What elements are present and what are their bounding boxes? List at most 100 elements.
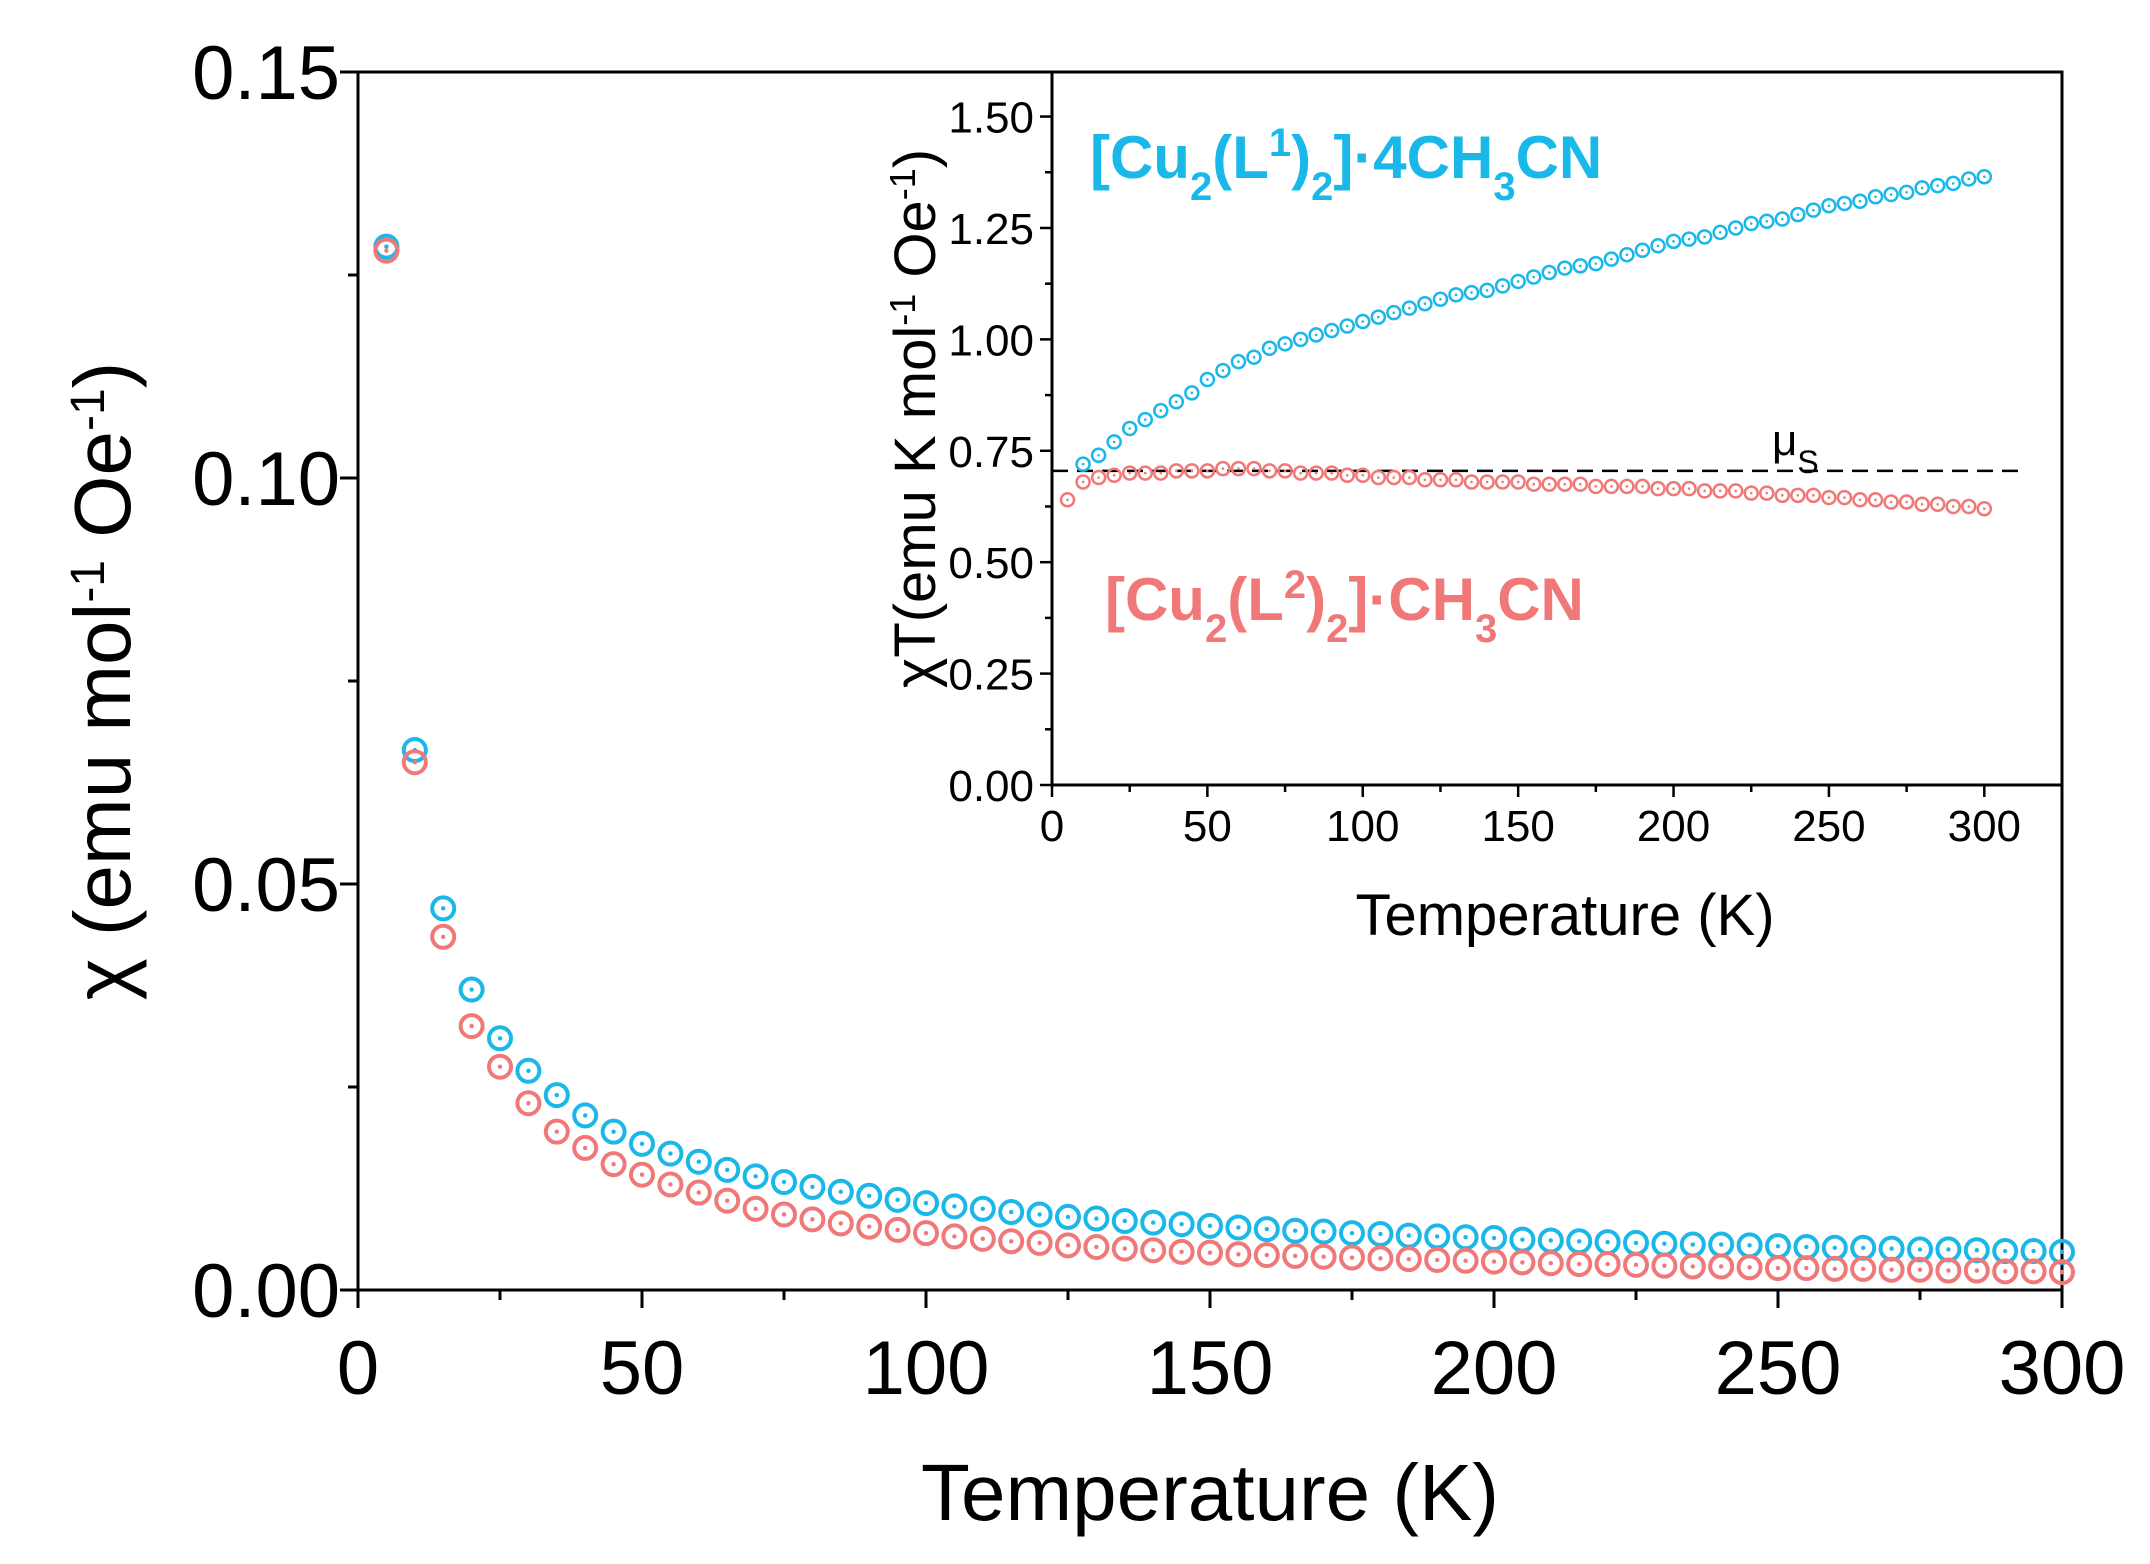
data-point-ring: [1452, 1247, 1479, 1274]
inset-data-point-ring: [1727, 220, 1744, 236]
data-point: [1821, 1255, 1848, 1282]
data-point: [657, 1171, 684, 1198]
inset-data-point-dot: [1579, 482, 1582, 486]
inset-data-point: [1246, 349, 1262, 365]
data-point-ring: [1197, 1212, 1223, 1239]
inset-data-point-dot: [1361, 320, 1365, 323]
x-tick-label: 300: [1999, 1326, 2126, 1411]
inset-data-point: [1090, 469, 1107, 486]
inset-data-point-ring: [1821, 197, 1837, 214]
data-point: [1026, 1201, 1053, 1228]
data-point-ring: [629, 1130, 655, 1157]
data-point: [1623, 1251, 1649, 1278]
inset-data-point: [1277, 463, 1293, 479]
inset-data-point-ring: [1184, 463, 1200, 479]
inset-data-point-dot: [1905, 191, 1908, 194]
inset-data-point: [1696, 229, 1713, 245]
data-point: [1594, 1229, 1621, 1256]
data-point-dot: [1804, 1265, 1809, 1271]
data-point-dot: [1236, 1225, 1241, 1230]
inset-data-point-dot: [1656, 244, 1660, 248]
data-point-ring: [401, 749, 428, 776]
data-point-ring: [600, 1118, 627, 1145]
data-point-ring: [941, 1193, 968, 1220]
inset-data-point: [1339, 318, 1355, 334]
inset-data-point-dot: [1920, 186, 1924, 190]
inset-data-point: [1619, 478, 1635, 495]
data-point-dot: [1633, 1262, 1639, 1268]
inset-data-point: [1852, 193, 1868, 209]
data-point: [1282, 1242, 1309, 1269]
y-tick-label: 0.05: [192, 843, 340, 928]
inset-data-point-dot: [1361, 473, 1365, 477]
inset-data-point-dot: [1796, 213, 1800, 216]
inset-data-point-ring: [1323, 322, 1340, 339]
data-point-dot: [1406, 1233, 1412, 1238]
inset-data-point: [1634, 242, 1651, 258]
inset-data-point-ring: [1059, 492, 1076, 508]
inset-data-point-ring: [1401, 469, 1418, 486]
inset-data-point: [1153, 402, 1169, 419]
data-point-dot: [1889, 1246, 1894, 1251]
inset-data-point-dot: [1718, 231, 1722, 234]
inset-data-point-dot: [1796, 494, 1800, 497]
inset-data-point-ring: [1961, 171, 1977, 187]
data-point-dot: [1037, 1212, 1042, 1217]
data-point-dot: [384, 244, 389, 249]
data-point-ring: [1367, 1245, 1394, 1272]
inset-data-point-dot: [1827, 496, 1831, 499]
data-point-dot: [952, 1234, 957, 1239]
inset-data-point: [1572, 476, 1589, 492]
data-point-ring: [714, 1156, 741, 1183]
inset-data-point-ring: [1898, 184, 1915, 201]
inset-data-point-dot: [1951, 182, 1955, 185]
inset-data-point-ring: [1355, 313, 1371, 330]
inset-data-point: [1184, 463, 1200, 479]
inset-data-point-ring: [1681, 480, 1697, 497]
data-point-ring: [685, 1148, 712, 1175]
inset-data-point-ring: [1153, 402, 1169, 419]
inset-data-point-dot: [1159, 471, 1163, 475]
data-point-dot: [1435, 1234, 1440, 1239]
inset-data-point-ring: [1961, 498, 1977, 515]
inset-data-point-ring: [1184, 385, 1200, 401]
data-point: [458, 1013, 485, 1040]
data-point-dot: [980, 1206, 985, 1212]
data-point: [685, 1148, 712, 1175]
data-point-dot: [1747, 1265, 1752, 1270]
inset-data-point-dot: [1563, 482, 1567, 486]
inset-data-point-ring: [1634, 478, 1651, 495]
inset-data-point-ring: [1168, 463, 1185, 479]
data-point-ring: [884, 1216, 911, 1243]
data-point-ring: [1594, 1251, 1621, 1278]
inset-data-point-ring: [1199, 463, 1216, 479]
inset-data-point: [1898, 184, 1915, 201]
inset-data-point-ring: [1137, 465, 1153, 481]
inset-data-point-dot: [1516, 480, 1520, 484]
inset-data-point-ring: [1199, 371, 1216, 388]
data-point-ring: [1992, 1258, 2019, 1285]
inset-data-point-ring: [1790, 487, 1806, 504]
inset-data-point-dot: [1625, 253, 1629, 257]
data-point: [1736, 1232, 1763, 1259]
data-point: [1793, 1255, 1820, 1282]
data-point: [430, 923, 457, 950]
inset-data-point: [1308, 465, 1324, 481]
data-point-dot: [668, 1151, 673, 1156]
y-axis-title: χ (emu mol-1 Oe-1): [58, 362, 147, 1001]
x-tick-label: 0: [337, 1326, 379, 1411]
inset-data-point-dot: [1812, 208, 1815, 212]
inset-data-point-dot: [1175, 469, 1178, 473]
data-point: [543, 1082, 570, 1109]
data-point-dot: [1463, 1235, 1468, 1240]
data-point: [1566, 1228, 1593, 1255]
data-point-ring: [1026, 1201, 1053, 1228]
inset-data-point-ring: [1665, 233, 1682, 250]
data-point: [1878, 1235, 1905, 1262]
data-point-dot: [1122, 1218, 1128, 1224]
inset-data-point-dot: [1237, 360, 1240, 363]
data-point: [884, 1216, 911, 1243]
inset-data-point-dot: [1749, 491, 1753, 495]
inset-data-point: [1867, 189, 1884, 205]
inset-data-point: [1836, 489, 1853, 506]
